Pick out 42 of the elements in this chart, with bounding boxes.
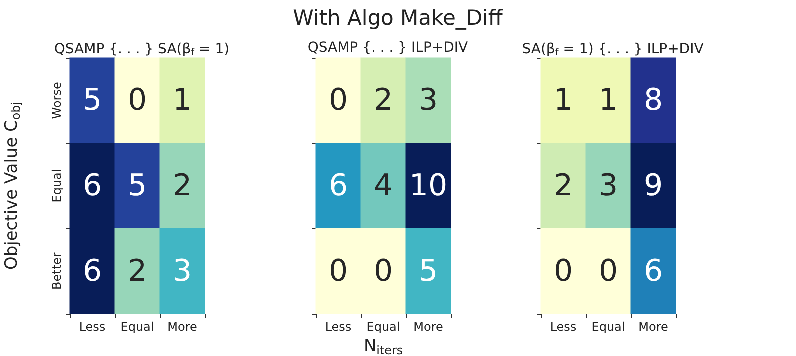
x-tick-label: Equal xyxy=(592,320,626,334)
data-label: 3 xyxy=(598,168,618,204)
data-label: 2 xyxy=(374,83,394,118)
y-tick-label: Worse xyxy=(50,82,64,120)
y-tick-label: Equal xyxy=(50,169,64,203)
data-label: 2 xyxy=(172,168,192,204)
data-label: 1 xyxy=(172,83,192,118)
data-label: 6 xyxy=(82,168,102,204)
x-tick-label: Less xyxy=(79,320,106,334)
y-axis-title: Objective Value Cobj xyxy=(2,102,23,270)
x-tick-label: More xyxy=(414,320,444,334)
data-label: 8 xyxy=(644,83,664,118)
data-label: 5 xyxy=(82,83,102,118)
data-label: 2 xyxy=(554,168,574,204)
data-label: 0 xyxy=(374,254,394,289)
x-tick-label: Equal xyxy=(366,320,400,334)
x-tick-label: Less xyxy=(550,320,577,334)
x-tick-label: Less xyxy=(325,320,352,334)
data-label: 5 xyxy=(128,168,148,204)
data-label: 0 xyxy=(598,254,618,289)
y-tick-label: Better xyxy=(50,252,64,290)
data-label: 10 xyxy=(409,168,448,204)
data-label: 1 xyxy=(598,83,618,118)
data-label: 6 xyxy=(82,254,102,289)
data-label: 3 xyxy=(418,83,438,118)
data-label: 4 xyxy=(374,168,394,204)
data-label: 5 xyxy=(418,254,438,289)
data-label: 6 xyxy=(328,168,348,204)
data-label: 0 xyxy=(128,83,148,118)
data-label: 6 xyxy=(644,254,664,289)
data-label: 2 xyxy=(128,254,148,289)
data-label: 1 xyxy=(554,83,574,118)
chart-title: QSAMP {. . . } ILP+DIV xyxy=(308,40,469,56)
data-label: 0 xyxy=(554,254,574,289)
data-label: 9 xyxy=(644,168,664,204)
x-tick-label: More xyxy=(638,320,668,334)
data-label: 0 xyxy=(328,83,348,118)
data-label: 3 xyxy=(172,254,192,289)
text: With Algo Make_Diff xyxy=(292,6,504,30)
data-label: 0 xyxy=(328,254,348,289)
x-tick-label: Equal xyxy=(120,320,154,334)
x-tick-label: More xyxy=(168,320,198,334)
